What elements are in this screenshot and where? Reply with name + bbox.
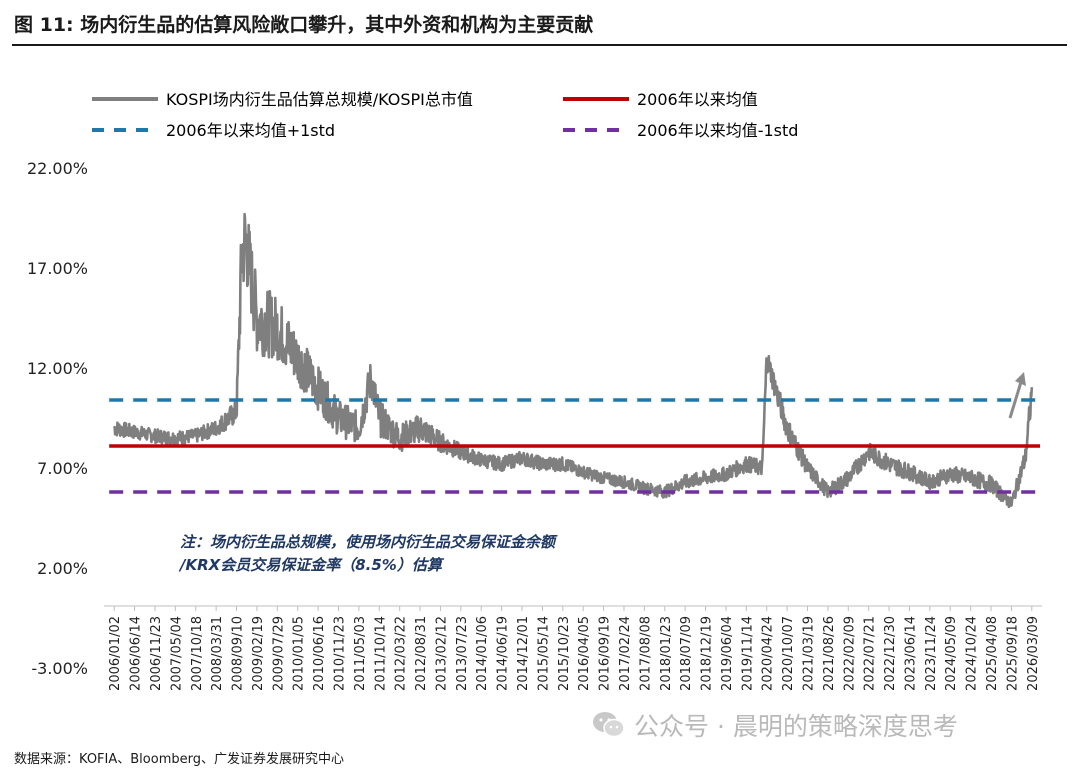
- watermark-text: 公众号 · 晨明的策略深度思考: [634, 712, 958, 741]
- x-tick-label: 2020/04/24: [761, 616, 776, 691]
- chart-note-line-2: /KRX会员交易保证金率（8.5%）估算: [180, 556, 442, 574]
- x-tick-label: 2010/06/16: [312, 616, 327, 691]
- series-line-ratio: [113, 212, 1034, 509]
- x-tick-label: 2012/03/22: [394, 616, 409, 691]
- wechat-icon: [593, 712, 625, 738]
- x-tick-label: 2007/05/04: [169, 616, 184, 691]
- x-tick-label: 2008/03/31: [210, 616, 225, 691]
- watermark: 公众号 · 晨明的策略深度思考: [592, 707, 958, 743]
- x-tick-label: 2025/09/18: [1005, 616, 1020, 691]
- x-tick-label: 2006/01/02: [108, 616, 123, 691]
- x-tick-label: 2013/07/23: [455, 616, 470, 691]
- legend-label-mean-minus: 2006年以来均值-1std: [637, 121, 798, 140]
- x-tick-label: 2023/11/24: [924, 616, 939, 691]
- x-tick-label: 2020/10/07: [781, 616, 796, 691]
- x-tick-label: 2011/05/03: [353, 616, 368, 691]
- y-tick-label: 12.00%: [27, 359, 88, 378]
- x-tick-label: 2014/01/06: [475, 616, 490, 691]
- legend-label-mean-plus: 2006年以来均值+1std: [166, 121, 335, 140]
- y-tick-label: 2.00%: [37, 559, 88, 578]
- x-tick-label: 2009/02/19: [251, 616, 266, 691]
- series-layer: [113, 212, 1034, 509]
- x-tick-label: 2010/01/05: [292, 616, 307, 691]
- x-tick-label: 2019/06/04: [720, 616, 735, 691]
- x-tick-label: 2024/10/24: [965, 616, 980, 691]
- chart-note: 注：场内衍生品总规模，使用场内衍生品交易保证金余额 /KRX会员交易保证金率（8…: [180, 531, 555, 577]
- x-tick-label: 2025/04/08: [985, 616, 1000, 691]
- trend-arrow-head: [1015, 372, 1026, 386]
- x-tick-label: 2022/07/21: [863, 616, 878, 691]
- y-tick-label: -3.00%: [31, 659, 88, 678]
- legend-label-mean: 2006年以来均值: [637, 90, 758, 109]
- chart-note-line-1: 注：场内衍生品总规模，使用场内衍生品交易保证金余额: [180, 533, 556, 551]
- x-tick-label: 2006/11/23: [149, 616, 164, 691]
- legend: KOSPI场内衍生品估算总规模/KOSPI总市值 2006年以来均值 2006年…: [92, 90, 798, 140]
- x-tick-label: 2015/05/14: [536, 616, 551, 691]
- x-tick-label: 2013/02/12: [434, 616, 449, 691]
- x-tick-label: 2008/09/10: [231, 616, 246, 691]
- trend-arrow-shaft: [1008, 381, 1023, 419]
- x-tick-label: 2007/10/18: [190, 616, 205, 691]
- x-tick-label: 2014/06/19: [496, 616, 511, 691]
- reference-lines: [109, 398, 1040, 494]
- x-tick-label: 2019/11/14: [740, 616, 755, 691]
- x-tick-label: 2011/10/14: [373, 616, 388, 691]
- x-tick-label: 2022/02/09: [842, 616, 857, 691]
- x-tick-label: 2026/03/09: [1026, 616, 1041, 691]
- x-tick-label: 2022/12/30: [883, 616, 898, 691]
- x-tick-label: 2021/08/26: [822, 616, 837, 691]
- x-tick-label: 2024/05/09: [944, 616, 959, 691]
- x-tick-label: 2016/09/19: [598, 616, 613, 691]
- x-tick-label: 2015/10/23: [557, 616, 572, 691]
- y-tick-label: 17.00%: [27, 259, 88, 278]
- y-tick-label: 22.00%: [27, 159, 88, 178]
- x-tick-label: 2006/06/14: [129, 616, 144, 691]
- x-tick-label: 2018/01/23: [659, 616, 674, 691]
- x-tick-label: 2014/12/01: [516, 616, 531, 691]
- x-tick-label: 2021/03/19: [802, 616, 817, 691]
- figure-title: 图 11: 场内衍生品的估算风险敞口攀升，其中外资和机构为主要贡献: [14, 14, 594, 36]
- legend-label-ratio: KOSPI场内衍生品估算总规模/KOSPI总市值: [166, 90, 473, 109]
- x-tick-label: 2017/08/08: [638, 616, 653, 691]
- x-tick-label: 2009/07/29: [271, 616, 286, 691]
- x-tick-label: 2010/11/23: [333, 616, 348, 691]
- trend-arrow: [1008, 372, 1026, 419]
- source-note: 数据来源：KOFIA、Bloomberg、广发证券发展研究中心: [14, 752, 344, 767]
- y-tick-label: 7.00%: [37, 459, 88, 478]
- x-tick-label: 2023/06/14: [903, 616, 918, 691]
- x-tick-label: 2012/08/31: [414, 616, 429, 691]
- x-tick-label: 2018/07/09: [679, 616, 694, 691]
- y-axis: 22.00% 17.00% 12.00% 7.00% 2.00% -3.00%: [27, 159, 88, 678]
- x-tick-label: 2018/12/19: [700, 616, 715, 691]
- x-tick-label: 2016/04/05: [577, 616, 592, 691]
- x-tick-label: 2017/02/24: [618, 616, 633, 691]
- x-axis: 2006/01/02 2006/06/14 2006/11/23 2007/05/04…: [104, 605, 1042, 691]
- title-rule: [12, 44, 1067, 46]
